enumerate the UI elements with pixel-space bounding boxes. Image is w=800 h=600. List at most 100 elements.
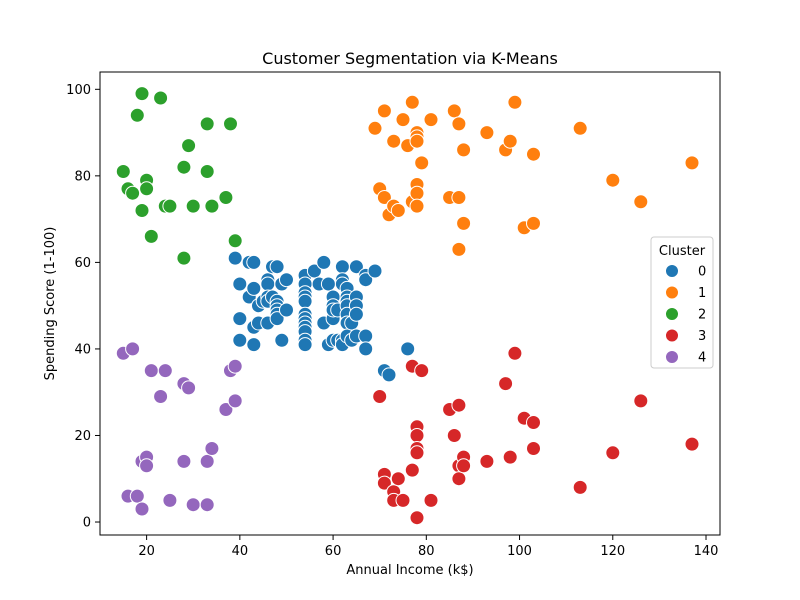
point-cluster-0 <box>297 293 313 309</box>
point-cluster-4 <box>153 389 169 404</box>
point-cluster-1 <box>376 190 392 205</box>
point-cluster-3 <box>633 393 649 409</box>
point-cluster-1 <box>409 133 425 149</box>
series-0 <box>227 250 416 383</box>
point-cluster-1 <box>395 112 411 128</box>
point-cluster-2 <box>199 164 215 179</box>
legend-marker-3 <box>665 328 679 343</box>
point-cluster-0 <box>358 272 374 288</box>
series-4 <box>115 341 243 517</box>
point-cluster-0 <box>297 337 313 353</box>
point-cluster-2 <box>153 90 169 106</box>
point-cluster-3 <box>502 449 518 465</box>
chart-title: Customer Segmentation via K-Means <box>262 49 558 68</box>
point-cluster-0 <box>279 302 294 318</box>
point-cluster-2 <box>129 107 145 123</box>
point-cluster-3 <box>409 510 425 526</box>
point-cluster-4 <box>199 497 215 513</box>
point-cluster-3 <box>526 415 541 430</box>
point-cluster-0 <box>279 272 294 288</box>
point-cluster-1 <box>451 190 467 205</box>
point-cluster-3 <box>409 445 425 461</box>
y-tick-label: 100 <box>66 83 91 98</box>
point-cluster-0 <box>320 276 336 292</box>
point-cluster-3 <box>684 436 700 452</box>
point-cluster-0 <box>367 263 383 279</box>
legend-label-2: 2 <box>698 308 706 323</box>
point-cluster-0 <box>316 254 332 270</box>
point-cluster-3 <box>409 428 425 443</box>
x-tick-label: 100 <box>507 544 532 559</box>
y-axis: 0 20 40 60 80 100 <box>66 83 100 531</box>
point-cluster-2 <box>162 198 178 214</box>
point-cluster-4 <box>181 380 197 396</box>
point-cluster-1 <box>526 146 541 162</box>
point-cluster-2 <box>134 86 150 102</box>
x-tick-label: 20 <box>138 544 155 559</box>
legend-label-4: 4 <box>698 351 706 366</box>
legend-label-0: 0 <box>698 265 706 280</box>
point-cluster-0 <box>274 332 290 348</box>
plot-area <box>115 86 700 526</box>
point-cluster-0 <box>227 250 243 266</box>
point-cluster-0 <box>358 341 374 357</box>
point-cluster-3 <box>395 492 411 508</box>
point-cluster-3 <box>423 492 439 508</box>
point-cluster-3 <box>390 471 406 487</box>
point-cluster-3 <box>451 471 467 487</box>
point-cluster-4 <box>139 458 155 474</box>
point-cluster-4 <box>199 453 215 469</box>
point-cluster-2 <box>176 250 192 266</box>
point-cluster-1 <box>507 94 523 110</box>
point-cluster-4 <box>218 402 234 417</box>
point-cluster-4 <box>143 363 159 379</box>
point-cluster-4 <box>134 501 150 517</box>
point-cluster-0 <box>348 306 364 322</box>
point-cluster-3 <box>479 453 495 469</box>
y-tick-label: 20 <box>74 429 91 444</box>
point-cluster-3 <box>498 376 514 392</box>
point-cluster-3 <box>456 458 472 474</box>
point-cluster-1 <box>456 215 472 231</box>
point-cluster-3 <box>404 462 420 478</box>
point-cluster-2 <box>223 116 238 132</box>
y-tick-label: 60 <box>74 256 91 271</box>
point-cluster-1 <box>526 215 541 231</box>
point-cluster-2 <box>134 203 150 218</box>
point-cluster-1 <box>502 133 518 149</box>
point-cluster-0 <box>232 311 248 327</box>
x-tick-label: 120 <box>600 544 625 559</box>
point-cluster-0 <box>348 259 364 275</box>
point-cluster-1 <box>446 103 462 119</box>
point-cluster-2 <box>176 159 192 175</box>
y-tick-label: 0 <box>83 516 91 531</box>
point-cluster-0 <box>246 254 262 270</box>
legend-marker-4 <box>665 350 679 364</box>
point-cluster-1 <box>376 103 392 119</box>
point-cluster-0 <box>260 276 276 292</box>
x-tick-label: 40 <box>232 544 249 559</box>
point-cluster-1 <box>479 125 495 141</box>
legend-title: Cluster <box>659 244 706 259</box>
point-cluster-3 <box>605 445 621 461</box>
point-cluster-2 <box>185 198 201 214</box>
point-cluster-1 <box>404 94 420 110</box>
point-cluster-3 <box>414 363 430 379</box>
point-cluster-4 <box>204 441 220 456</box>
x-tick-label: 80 <box>418 544 435 559</box>
point-cluster-3 <box>376 475 392 491</box>
point-cluster-4 <box>162 492 178 508</box>
point-cluster-1 <box>633 194 649 210</box>
series-3 <box>372 345 700 526</box>
point-cluster-1 <box>390 203 406 218</box>
point-cluster-0 <box>400 341 416 357</box>
point-cluster-0 <box>334 259 350 275</box>
point-cluster-3 <box>572 479 588 495</box>
x-axis-label: Annual Income (k$) <box>346 563 473 578</box>
point-cluster-4 <box>157 363 173 379</box>
point-cluster-1 <box>605 172 621 188</box>
point-cluster-1 <box>367 120 383 136</box>
point-cluster-2 <box>204 198 220 214</box>
point-cluster-4 <box>227 358 243 374</box>
